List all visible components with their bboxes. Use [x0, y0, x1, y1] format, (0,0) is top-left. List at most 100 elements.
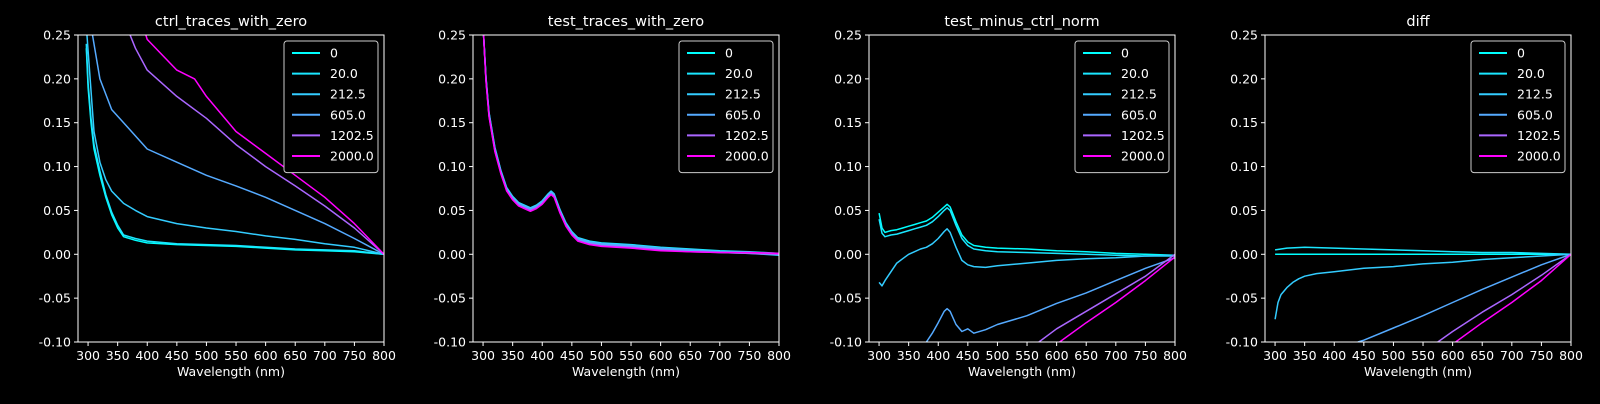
x-tick-label: 500 [195, 348, 219, 363]
y-tick-label: 0.05 [834, 203, 862, 218]
chart-panel-4: diff 300 350 400 450 500 550 600 650 700 750 800 -0.… [1226, 14, 1583, 379]
chart-panel-3: test_minus_ctrl_norm 300 350 400 450 500 550 60… [830, 14, 1187, 379]
y-tick-label: 0.10 [834, 159, 862, 174]
series-line-605.0 [1357, 253, 1571, 342]
x-tick-label: 750 [342, 348, 366, 363]
x-tick-label: 500 [590, 348, 614, 363]
legend-label: 20.0 [1121, 66, 1149, 81]
legend-label: 1202.5 [1517, 128, 1561, 143]
x-tick-label: 600 [1045, 348, 1069, 363]
legend-label: 2000.0 [1517, 149, 1561, 164]
series-line-2000.0 [1455, 253, 1571, 342]
chart-title: ctrl_traces_with_zero [155, 14, 307, 30]
series-line-212.5 [86, 35, 384, 256]
legend-label: 20.0 [330, 66, 358, 81]
y-tick-label: 0.25 [438, 28, 466, 43]
x-tick-label: 650 [678, 348, 702, 363]
x-tick-label: 300 [867, 348, 891, 363]
series-line-20.0 [1274, 246, 1571, 256]
x-tick-label: 400 [1322, 348, 1346, 363]
series-line-1202.5 [1038, 253, 1175, 342]
x-tick-label: 750 [1133, 348, 1157, 363]
y-tick-label: -0.05 [1226, 291, 1258, 306]
x-tick-label: 800 [372, 348, 396, 363]
y-tick-label: 0.15 [1230, 115, 1258, 130]
y-tick-label: 0.05 [43, 203, 71, 218]
y-tick-label: 0.25 [1230, 28, 1258, 43]
x-tick-label: 450 [165, 348, 189, 363]
x-tick-label: 600 [1441, 348, 1465, 363]
plot-frame [1264, 34, 1572, 343]
y-tick-label: 0.10 [43, 159, 71, 174]
x-tick-label: 550 [1015, 348, 1039, 363]
y-tick-label: -0.05 [830, 291, 862, 306]
series-line-2000.0 [145, 35, 384, 255]
x-tick-label: 650 [1470, 348, 1494, 363]
series-line-20.0 [85, 43, 384, 256]
plot-frame [77, 34, 385, 343]
x-tick-label: 350 [1293, 348, 1317, 363]
y-tick-label: 0.00 [834, 247, 862, 262]
y-tick-label: 0.15 [834, 115, 862, 130]
x-tick-label: 350 [897, 348, 921, 363]
chart-title: test_traces_with_zero [548, 14, 705, 30]
y-tick-label: 0.10 [438, 159, 466, 174]
y-tick-label: 0.00 [43, 247, 71, 262]
x-tick-label: 500 [986, 348, 1010, 363]
series-line-212.5 [1274, 253, 1571, 320]
x-tick-label: 400 [135, 348, 159, 363]
series-line-1202.5 [1437, 253, 1571, 342]
y-tick-label: 0.25 [43, 28, 71, 43]
x-tick-label: 800 [1163, 348, 1187, 363]
legend-label: 605.0 [330, 107, 366, 122]
legend-label: 1202.5 [725, 128, 769, 143]
legend-label: 605.0 [1517, 107, 1553, 122]
y-tick-label: 0.20 [834, 71, 862, 86]
legend-label: 212.5 [330, 87, 366, 102]
legend-label: 0 [1121, 46, 1129, 61]
x-tick-label: 700 [1500, 348, 1524, 363]
x-axis-label: Wavelength (nm) [1364, 364, 1472, 379]
series-line-2000.0 [482, 35, 779, 255]
y-tick-label: -0.05 [434, 291, 466, 306]
legend-label: 20.0 [725, 66, 753, 81]
series-group [85, 35, 384, 256]
legend-label: 0 [1517, 46, 1525, 61]
y-tick-label: -0.10 [830, 335, 862, 350]
x-tick-label: 800 [1559, 348, 1583, 363]
plot-frame [868, 34, 1176, 343]
chart-panel-1: ctrl_traces_with_zero 300 350 400 450 500 550 6… [39, 14, 396, 379]
x-tick-label: 650 [1074, 348, 1098, 363]
series-group [1274, 246, 1571, 342]
legend-label: 212.5 [725, 87, 761, 102]
legend-label: 2000.0 [330, 149, 374, 164]
series-line-0 [878, 203, 1175, 256]
y-tick-label: 0.20 [43, 71, 71, 86]
x-tick-label: 300 [1263, 348, 1287, 363]
x-tick-label: 700 [1104, 348, 1128, 363]
plot-frame [472, 34, 780, 343]
x-tick-label: 700 [708, 348, 732, 363]
legend: 0 20.0 212.5 605.0 1202.5 2000.0 [1470, 40, 1566, 174]
x-tick-label: 650 [283, 348, 307, 363]
series-line-2000.0 [1059, 256, 1175, 342]
legend-label: 20.0 [1517, 66, 1545, 81]
legend-label: 2000.0 [725, 149, 769, 164]
series-line-605.0 [925, 257, 1175, 342]
x-tick-label: 700 [313, 348, 337, 363]
legend-label: 605.0 [1121, 107, 1157, 122]
legend-label: 212.5 [1517, 87, 1553, 102]
chart-title: diff [1406, 14, 1430, 30]
y-tick-label: 0.10 [1230, 159, 1258, 174]
y-tick-label: -0.10 [39, 335, 71, 350]
x-tick-label: 500 [1382, 348, 1406, 363]
y-tick-label: 0.00 [438, 247, 466, 262]
legend-label: 1202.5 [330, 128, 374, 143]
x-tick-label: 350 [106, 348, 130, 363]
x-tick-label: 600 [649, 348, 673, 363]
series-line-0 [85, 48, 384, 256]
y-tick-label: -0.10 [1226, 335, 1258, 350]
x-tick-label: 450 [956, 348, 980, 363]
